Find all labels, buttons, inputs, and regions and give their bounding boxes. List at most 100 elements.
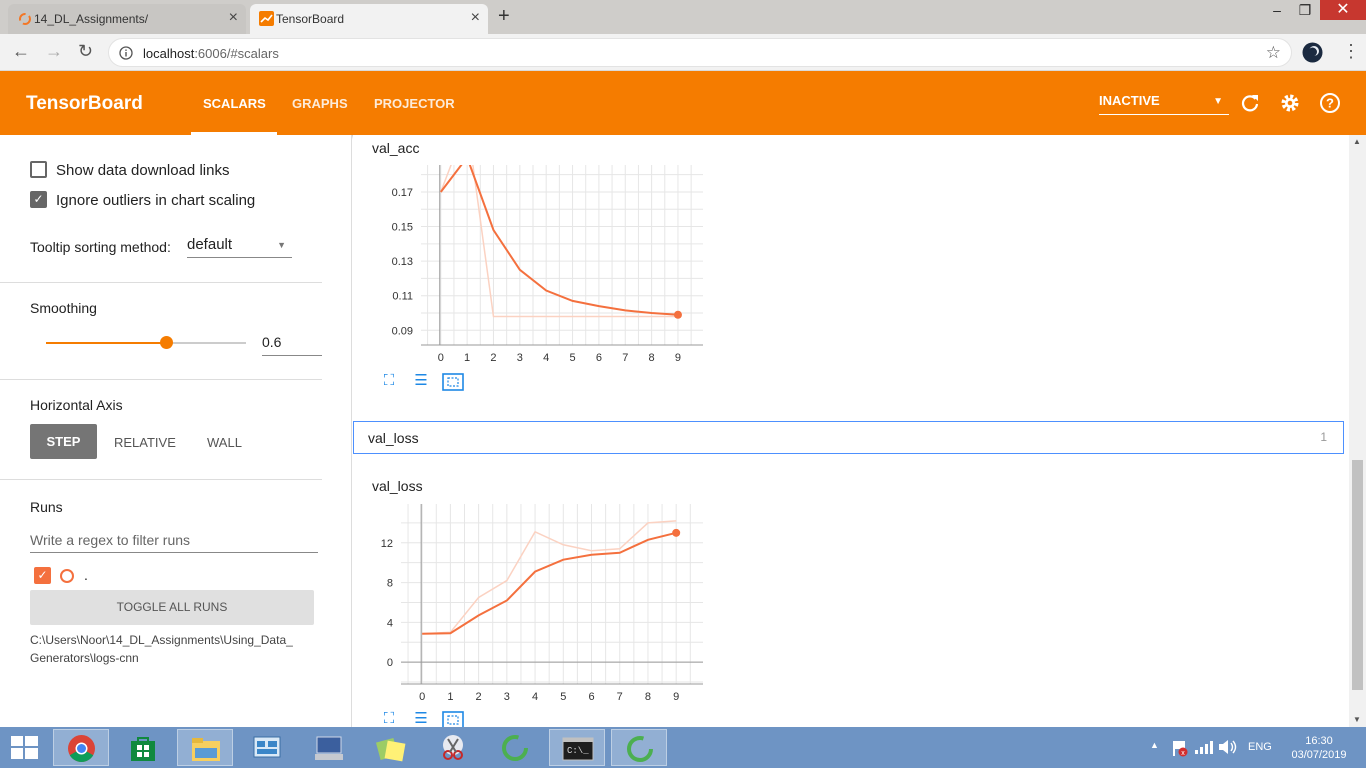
raw-series-line: [440, 165, 678, 318]
info-icon: [119, 46, 133, 60]
signal-strength-icon[interactable]: [1194, 739, 1214, 755]
refresh-icon[interactable]: [1240, 93, 1260, 113]
tab-projector[interactable]: PROJECTOR: [374, 96, 455, 111]
taskbar-loading-app-1[interactable]: [487, 729, 543, 766]
tab-title: TensorBoard: [276, 12, 345, 26]
taskbar-command-prompt[interactable]: C:\_: [549, 729, 605, 766]
smoothing-input[interactable]: 0.6: [262, 331, 322, 356]
taskbar-file-explorer[interactable]: [177, 729, 233, 766]
expand-chart-icon[interactable]: ⛶: [383, 710, 395, 727]
tag-group-header[interactable]: val_loss 1: [353, 421, 1344, 454]
taskbar-notes-app[interactable]: [363, 729, 419, 766]
tooltip-sorting-select[interactable]: default ▼: [187, 234, 292, 258]
profile-avatar-icon[interactable]: [1302, 42, 1323, 63]
browser-tab-jupyter[interactable]: 14_DL_Assignments/ ×: [8, 4, 246, 34]
action-center-flag-icon[interactable]: x: [1170, 739, 1188, 757]
show-download-links-checkbox[interactable]: [30, 161, 47, 178]
scroll-up-icon[interactable]: ▲: [1353, 137, 1361, 146]
tab-graphs[interactable]: GRAPHS: [292, 96, 348, 111]
taskbar-network-app[interactable]: [301, 729, 357, 766]
log-path-line-1: C:\Users\Noor\14_DL_Assignments\Using_Da…: [30, 633, 293, 647]
reload-icon[interactable]: ↻: [78, 41, 94, 61]
chevron-down-icon: ▼: [1213, 96, 1223, 107]
toggle-all-runs-button[interactable]: TOGGLE ALL RUNS: [30, 590, 314, 625]
close-tab-icon[interactable]: ×: [470, 9, 480, 26]
smoothing-slider-knob[interactable]: [160, 336, 173, 349]
ignore-outliers-checkbox[interactable]: ✓: [30, 191, 47, 208]
toggle-log-scale-icon[interactable]: ☰: [414, 372, 428, 389]
taskbar-snipping-tool[interactable]: [425, 729, 481, 766]
window-close-icon[interactable]: ✕: [1320, 0, 1366, 20]
raw-series-line: [422, 520, 677, 635]
x-tick-label: 9: [673, 691, 679, 703]
taskbar-clock[interactable]: 16:30 03/07/2019: [1286, 734, 1352, 762]
fit-domain-icon[interactable]: [442, 711, 464, 727]
x-tick-label: 8: [645, 691, 651, 703]
browser-tab-tensorboard[interactable]: TensorBoard ×: [250, 4, 488, 34]
smoothing-slider[interactable]: [46, 336, 246, 349]
tray-overflow-icon[interactable]: ▲: [1150, 740, 1159, 750]
tag-group-count: 1: [1320, 430, 1327, 444]
svg-text:C:\_: C:\_: [567, 746, 589, 756]
browser-tab-strip: 14_DL_Assignments/ × TensorBoard × + – ❐…: [0, 0, 1366, 34]
folder-icon: [192, 738, 220, 761]
x-tick-label: 8: [649, 352, 655, 364]
scroll-down-icon[interactable]: ▼: [1353, 715, 1361, 724]
taskbar-loading-app-2[interactable]: [611, 729, 667, 766]
y-tick-label: 0: [387, 657, 393, 669]
browser-menu-icon[interactable]: ⋮: [1342, 41, 1360, 61]
new-tab-icon[interactable]: +: [498, 5, 510, 27]
expand-chart-icon[interactable]: ⛶: [383, 372, 395, 389]
horizontal-axis-section: Horizontal Axis: [0, 380, 322, 480]
horizontal-axis-label: Horizontal Axis: [30, 397, 123, 413]
windows-start-icon[interactable]: [11, 736, 39, 760]
axis-relative-button[interactable]: RELATIVE: [114, 435, 176, 450]
axis-wall-button[interactable]: WALL: [207, 435, 242, 450]
axis-step-button[interactable]: STEP: [30, 424, 97, 459]
plugin-select[interactable]: INACTIVE ▼: [1099, 93, 1229, 115]
run-color-radio[interactable]: [60, 569, 74, 583]
loading-ring-icon: [627, 736, 653, 762]
x-tick-label: 6: [596, 352, 602, 364]
taskbar-chrome[interactable]: [53, 729, 109, 766]
plugin-select-value: INACTIVE: [1099, 93, 1160, 108]
smoothing-section: Smoothing 0.6: [0, 283, 322, 380]
x-tick-label: 0: [419, 691, 425, 703]
runs-filter-input[interactable]: Write a regex to filter runs: [30, 530, 318, 553]
scrollbar-thumb[interactable]: [1352, 460, 1363, 690]
x-tick-label: 3: [517, 352, 523, 364]
minimize-icon[interactable]: –: [1273, 2, 1281, 18]
x-tick-label: 2: [476, 691, 482, 703]
x-tick-label: 1: [464, 352, 470, 364]
svg-text:x: x: [1181, 750, 1185, 757]
y-tick-label: 0.15: [392, 222, 413, 234]
vertical-scrollbar[interactable]: ▲ ▼: [1349, 135, 1366, 727]
run-checkbox[interactable]: ✓: [34, 567, 51, 584]
fit-domain-icon[interactable]: [442, 373, 464, 391]
runs-filter-placeholder: Write a regex to filter runs: [30, 532, 191, 548]
close-tab-icon[interactable]: ×: [228, 9, 238, 26]
toggle-log-scale-icon[interactable]: ☰: [414, 710, 428, 727]
address-bar[interactable]: localhost:6006/#scalars ☆: [108, 38, 1292, 67]
tooltip-sorting-label: Tooltip sorting method:: [30, 239, 171, 255]
y-tick-label: 0.13: [392, 256, 413, 268]
scissors-icon: [443, 735, 463, 760]
smoothed-series-line: [439, 165, 679, 316]
restore-icon[interactable]: ❐: [1298, 2, 1312, 18]
language-indicator[interactable]: ENG: [1248, 741, 1272, 753]
taskbar-control-panel[interactable]: [239, 729, 295, 766]
back-icon[interactable]: ←: [12, 41, 30, 61]
x-tick-label: 7: [622, 352, 628, 364]
volume-icon[interactable]: [1218, 739, 1238, 755]
settings-gear-icon[interactable]: [1279, 92, 1301, 114]
tab-scalars[interactable]: SCALARS: [203, 96, 266, 111]
val-acc-chart[interactable]: 0.17 0.15 0.13 0.11 0.09 0 1 2 3 4 5 6 7 8 9: [373, 161, 708, 376]
forward-icon[interactable]: →: [45, 41, 63, 61]
taskbar-store[interactable]: [115, 729, 171, 766]
bookmark-star-icon[interactable]: ☆: [1265, 43, 1281, 62]
chrome-icon: [68, 735, 95, 762]
help-icon[interactable]: ?: [1319, 92, 1341, 114]
control-panel-icon: [253, 736, 281, 758]
sidebar-options-section: Show data download links ✓ Ignore outlie…: [0, 135, 322, 283]
